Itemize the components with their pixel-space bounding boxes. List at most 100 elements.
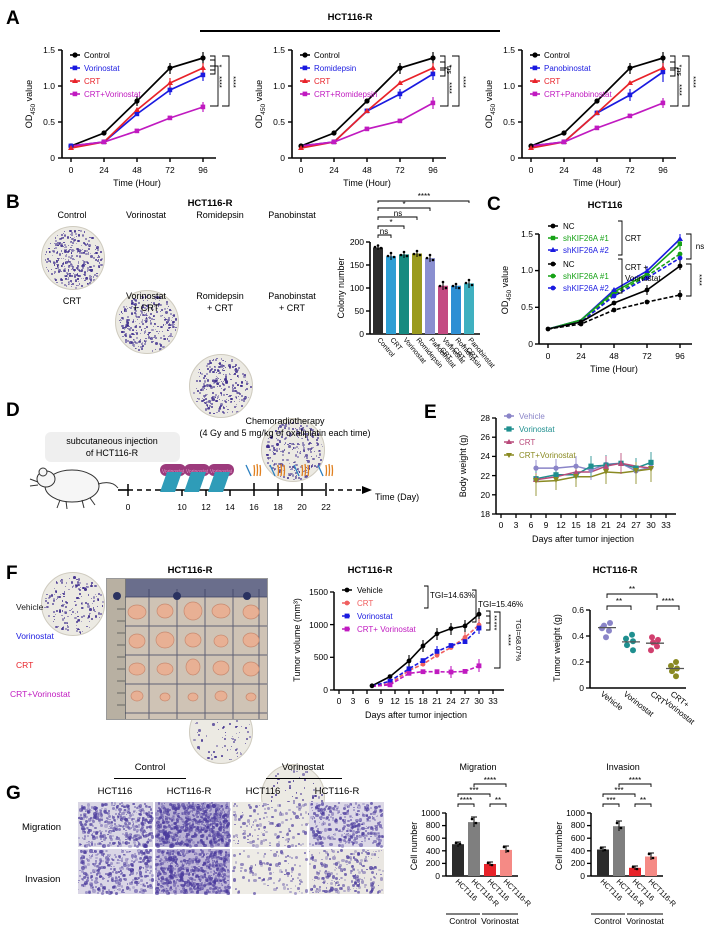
micrograph-migration-hct116r-control [155,802,230,847]
photo-row-label-vehicle: Vehicle [16,602,43,612]
y-tick: 200 [426,858,440,868]
y-tick: 0 [323,685,328,695]
sig-label: **** [484,776,496,785]
panel-c-chart: 0 0.5 1.0 1.5 0 24 48 72 96 Time (Hour) … [492,212,712,387]
x-tick: 33 [661,520,671,530]
x-axis-label: Days after tumor injection [532,534,634,544]
sig-label: * [389,218,392,227]
y-tick: 600 [571,833,585,843]
y-tick: 50 [355,306,365,316]
y-axis-label: OD450 value [484,80,497,128]
sig-label: **** [459,76,468,88]
legend-e: Vehicle Vorinostat CRT CRT+Vorinostat [504,412,576,460]
y-tick: 1.0 [43,81,55,91]
chemoradio-title-1: Chemoradiotherapy [245,416,325,426]
tumor-photo [106,578,268,720]
x-tick: 0 [529,165,534,175]
panel-b-colony-chart: 0 50 100 150 200 Colony number [328,200,493,388]
panel-a-label: A [6,8,20,30]
sig-label: **** [229,76,238,88]
x-tick: 15 [404,696,414,706]
dish-label-romidepsin: Romidepsin [184,210,256,220]
legend-label: shKIF26A #1 [563,234,609,243]
column-header-hct116r-2: HCT116-R [298,786,376,797]
sig-label: * [215,65,224,68]
y-tick: 0.5 [521,302,533,312]
panel-g-label: G [6,783,21,805]
sig-label: *** [469,786,478,795]
tgi-annotation-3: TGI=68.07% [514,619,523,662]
row-label-migration: Migration [22,822,61,833]
y-tick: 0.4 [572,631,584,641]
sig-label: ns [445,66,454,74]
group-label-control: Control [449,916,477,926]
y-tick: 1.5 [43,45,55,55]
x-tick: 0 [499,520,504,530]
y-tick: 0 [528,339,533,349]
sig-label: ** [629,585,635,594]
x-tick: 30 [646,520,656,530]
x-tick: 72 [642,351,652,361]
y-axis-label: Tumor weight (g) [552,614,562,682]
legend-c: NC shKIF26A #1 shKIF26A #2 NC shKIF26A #… [548,221,661,293]
migration-bars [452,822,512,876]
photo-row-label-crt-vorinostat: CRT+Vorinostat [10,689,70,699]
legend-label: CRT+Vorinostat [519,451,576,460]
timeline-tick: 10 [177,502,187,512]
y-tick: 1.5 [521,229,533,239]
micrograph-invasion-hct116-control [78,849,153,894]
y-tick: 0 [510,153,515,163]
y-tick: 1.5 [503,45,515,55]
y-tick: 20 [481,490,491,500]
legend-label: Romidepsin [314,64,356,73]
dish-label-control: Control [36,210,108,220]
legend-label: Panobinostat [544,64,591,73]
panel-b-title: HCT116-R [150,198,270,209]
micrograph-invasion-hct116r-vorinostat [309,849,384,894]
panel-d-timeline: subcutaneous injection of HCT116-R Time … [10,410,410,530]
legend-label: Vehicle [519,412,545,421]
y-tick: 0.2 [572,657,584,667]
mouse-icon [30,468,118,509]
dish-label-vorinostat-crt: Vorinostat + CRT [110,290,182,314]
legend-label: Vorinostat [519,425,555,434]
x-tick: 96 [658,165,668,175]
x-tick: 15 [571,520,581,530]
micrograph-migration-hct116-control [78,802,153,847]
y-tick: 400 [571,846,585,856]
panel-f-weight-title: HCT116-R [550,565,680,576]
x-tick: 18 [586,520,596,530]
x-tick: 9 [544,520,549,530]
group-header-control: Control [110,762,190,773]
row-label-invasion: Invasion [25,874,60,885]
y-tick: 0 [50,153,55,163]
panel-a-chart-2: 0 0.5 1.0 1.5 0 24 48 72 96 Time (Hour) … [248,38,463,188]
panel-e-label: E [424,402,437,424]
x-ticks-a1: 0 24 48 72 96 [69,158,208,175]
panel-e-chart: 18 20 22 24 26 28 0 3 6 9 12 15 18 21 24… [448,408,703,550]
sig-label: *** [614,786,623,795]
y-tick: 24 [481,451,491,461]
invasion-chart-title: Invasion [606,762,640,772]
panel-c-title: HCT116 [540,200,670,211]
invasion-bars [597,826,657,876]
x-tick: 24 [559,165,569,175]
legend-label: Control [544,51,570,60]
panel-f-volume-chart: 0 500 1000 1500 0 3 6 9 12 15 18 21 24 2… [282,578,532,726]
micrograph-migration-hct116-vorinostat [232,802,307,847]
sig-label: **** [460,796,472,805]
y-tick: 0.5 [503,117,515,127]
x-tick: 0 [299,165,304,175]
x-tick: 48 [362,165,372,175]
sig-label: ns [380,227,388,236]
y-tick: 400 [426,846,440,856]
legend-label: CRT [544,77,560,86]
sig-label: ns [696,242,704,251]
y-tick: 0 [580,871,585,881]
sig-label: **** [445,82,454,94]
x-tick: 0 [546,351,551,361]
legend-label: CRT+ Vorinostat [357,625,417,634]
dish-label-romidepsin-crt: Romidepsin + CRT [184,290,256,314]
sig-label: **** [689,76,698,88]
legend-label: Vehicle [357,586,383,595]
